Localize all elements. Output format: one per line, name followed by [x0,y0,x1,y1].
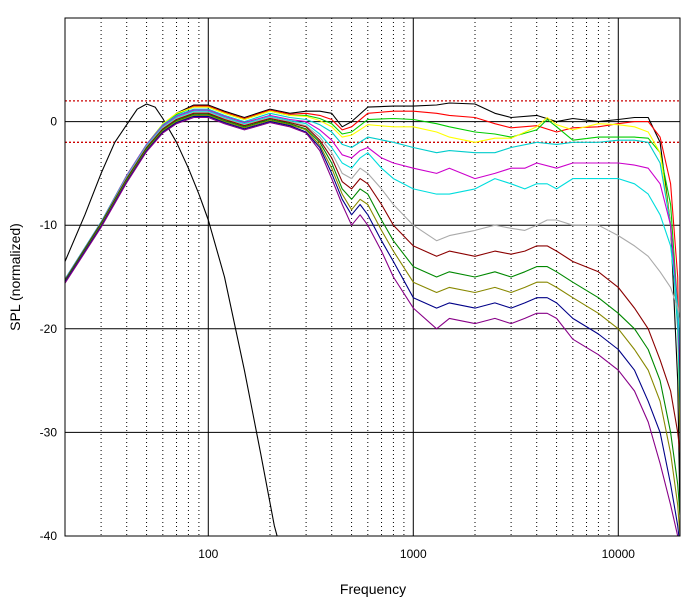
series-line-3 [65,105,680,433]
x-tick-labels: 100 1000 10000 [198,547,635,561]
x-tick-label: 100 [198,547,218,561]
y-tick-label: -30 [40,425,58,439]
y-tick-label: -40 [40,529,58,543]
series-group [65,102,680,536]
y-axis-label: SPL (normalized) [7,223,23,331]
plot-area [65,18,680,536]
y-tick-label: -20 [40,322,58,336]
series-line-5 [65,106,680,433]
series-line-6 [65,108,680,412]
series-line-1 [65,103,278,536]
x-tick-label: 10000 [602,547,636,561]
y-tick-label: 0 [50,115,57,129]
series-line-11 [65,113,680,516]
y-tick-labels: 0 -10 -20 -30 -40 [40,115,58,543]
x-tick-label: 1000 [400,547,427,561]
x-axis-label: Frequency [340,581,406,597]
series-line-13 [65,115,680,536]
y-tick-label: -10 [40,218,58,232]
series-line-8 [65,110,680,350]
series-line-12 [65,114,680,536]
series-line-10 [65,112,680,454]
series-line-7 [65,109,680,371]
series-line-9 [65,111,680,319]
series-line-2 [65,102,680,516]
series-line-14 [65,116,679,536]
plot-frame [64,17,681,537]
